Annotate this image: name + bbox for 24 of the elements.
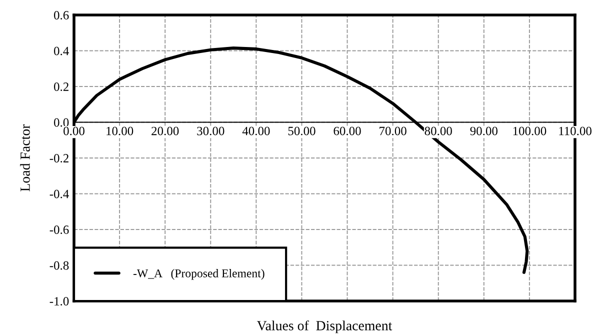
y-tick-label: 0.4 xyxy=(54,46,69,56)
y-tick-label: -0.2 xyxy=(50,154,68,163)
x-tick-label: 20.00 xyxy=(152,126,179,136)
x-tick-label: 60.00 xyxy=(334,126,361,136)
x-tick-label: 90.00 xyxy=(470,126,498,136)
legend-label: -W_A (Proposed Element) xyxy=(133,269,264,280)
x-tick-label: 70.00 xyxy=(380,126,406,136)
x-tick-label: 10.00 xyxy=(106,126,134,136)
y-tick-label: -0.8 xyxy=(50,261,69,270)
y-tick-label: 0.6 xyxy=(54,11,69,20)
x-tick-label: 110.00 xyxy=(559,126,592,136)
x-tick-label: 50.00 xyxy=(288,126,316,136)
y-tick-label: -1.0 xyxy=(50,297,69,306)
y-tick-label: -0.4 xyxy=(50,190,69,198)
x-axis-title: Values of Displacement xyxy=(256,320,392,334)
x-tick-label: 80.00 xyxy=(424,126,452,136)
y-tick-label: -0.6 xyxy=(50,226,69,234)
x-tick-label: 0.00 xyxy=(64,126,84,136)
y-tick-label: 0.2 xyxy=(54,82,68,92)
y-axis-title: Load Factor xyxy=(20,124,30,192)
x-tick-label: 40.00 xyxy=(242,126,270,136)
x-tick-label: 100.00 xyxy=(513,126,546,136)
x-tick-label: 30.00 xyxy=(197,126,224,136)
y-tick-label: 0.0 xyxy=(54,118,69,127)
